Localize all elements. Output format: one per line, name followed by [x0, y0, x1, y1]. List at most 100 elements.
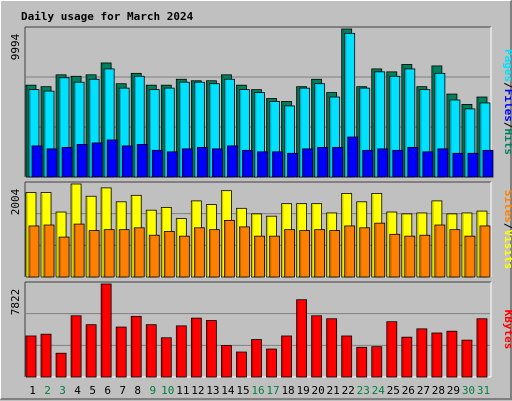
- bar-sites: [434, 224, 446, 278]
- bar-pages: [196, 146, 208, 178]
- panel-kbytes-legend: KBytes: [502, 310, 512, 350]
- bar-pages: [392, 149, 404, 178]
- x-tick-label: 27: [417, 384, 430, 397]
- bar-kbytes: [221, 345, 232, 378]
- bar-sites: [374, 222, 386, 278]
- bar-pages: [46, 148, 58, 178]
- bar-sites: [299, 230, 310, 278]
- series-kbytes: [25, 283, 488, 378]
- bar-kbytes: [130, 315, 142, 378]
- legend-kbytes: KBytes: [502, 310, 512, 350]
- bar-kbytes: [25, 335, 37, 378]
- legend-separator: /: [502, 223, 512, 230]
- bar-kbytes: [401, 336, 413, 378]
- x-tick-label: 20: [312, 384, 325, 397]
- bar-kbytes: [341, 335, 353, 378]
- x-tick-label: 26: [402, 384, 415, 397]
- bar-kbytes: [236, 351, 247, 378]
- chart-panels: 9994Pages/Files/Hits2004Sites/Visits7822…: [9, 26, 512, 378]
- bar-kbytes: [476, 318, 488, 378]
- x-axis-labels: 1 2 3 4 5 6 7 8 9 10 11 12 13 14 15 16 17 18 19 20 21 22 23 24 2…: [29, 384, 490, 397]
- panel-usage-legend: Pages/Files/Hits: [502, 49, 512, 155]
- bar-sites: [254, 235, 265, 278]
- bar-kbytes: [311, 315, 323, 378]
- x-tick-label: 16: [251, 384, 264, 397]
- x-tick-label: 17: [266, 384, 279, 397]
- x-tick-label: 4: [74, 384, 81, 397]
- bar-sites: [404, 235, 416, 278]
- bar-pages: [467, 152, 479, 178]
- bar-sites: [284, 229, 295, 278]
- x-tick-label: 22: [342, 384, 355, 397]
- bar-sites: [269, 235, 280, 278]
- bar-sites: [193, 227, 205, 278]
- bar-pages: [121, 145, 133, 178]
- bar-pages: [181, 148, 193, 178]
- bar-kbytes: [100, 283, 112, 378]
- x-tick-label: 5: [89, 384, 96, 397]
- bar-kbytes: [145, 324, 157, 378]
- bar-pages: [347, 136, 359, 178]
- bar-kbytes: [281, 335, 292, 378]
- x-tick-label: 23: [357, 384, 370, 397]
- bar-kbytes: [296, 299, 307, 378]
- x-tick-label: 7: [119, 384, 126, 397]
- bar-sites: [419, 234, 431, 278]
- bar-pages: [452, 152, 464, 178]
- bar-kbytes: [431, 332, 443, 378]
- x-tick-label: 18: [281, 384, 294, 397]
- bar-pages: [151, 149, 163, 178]
- panel-kbytes: 7822 KBytes: [9, 281, 512, 378]
- bar-kbytes: [115, 326, 127, 378]
- bar-pages: [257, 151, 268, 178]
- x-tick-label: 24: [372, 384, 386, 397]
- bar-pages: [31, 145, 43, 178]
- panel-usage: 9994 Pages/Files/Hits: [9, 26, 512, 178]
- panel-visits: 2004 Sites/Visits: [9, 181, 512, 278]
- bar-pages: [317, 146, 329, 178]
- x-tick-label: 29: [447, 384, 460, 397]
- x-tick-label: 10: [161, 384, 174, 397]
- bar-pages: [437, 148, 449, 178]
- bar-pages: [482, 149, 494, 178]
- x-tick-label: 11: [176, 384, 189, 397]
- bar-pages: [76, 144, 88, 178]
- x-tick-label: 31: [477, 384, 490, 397]
- bar-pages: [362, 149, 374, 178]
- panel-kbytes-max-label: 7822: [9, 289, 22, 316]
- bar-kbytes: [446, 330, 458, 378]
- x-tick-label: 2: [44, 384, 51, 397]
- x-tick-label: 12: [191, 384, 204, 397]
- x-tick-label: 25: [387, 384, 400, 397]
- bar-sites: [178, 235, 190, 278]
- bar-pages: [166, 151, 178, 178]
- bar-sites: [208, 229, 220, 278]
- bar-pages: [377, 148, 389, 178]
- legend-separator: /: [502, 122, 512, 129]
- bar-pages: [91, 142, 103, 178]
- x-tick-label: 15: [236, 384, 249, 397]
- x-tick-label: 8: [134, 384, 141, 397]
- bar-kbytes: [175, 325, 187, 378]
- bar-pages: [227, 145, 238, 178]
- bar-kbytes: [55, 352, 67, 378]
- bar-pages: [287, 152, 298, 178]
- panel-usage-max-label: 9994: [9, 33, 22, 60]
- series-sites: [28, 219, 491, 278]
- bar-kbytes: [190, 317, 202, 378]
- legend-visits: Visits: [502, 230, 512, 270]
- bar-kbytes: [205, 320, 217, 378]
- bar-sites: [464, 235, 476, 278]
- bar-sites: [28, 225, 40, 278]
- bar-kbytes: [160, 337, 172, 378]
- bar-sites: [239, 226, 250, 278]
- series-pages: [31, 136, 494, 178]
- bar-sites: [224, 219, 235, 278]
- x-tick-label: 14: [221, 384, 235, 397]
- bar-pages: [332, 146, 344, 178]
- bar-sites: [389, 233, 401, 278]
- legend-separator: /: [502, 82, 512, 89]
- bar-kbytes: [356, 346, 368, 378]
